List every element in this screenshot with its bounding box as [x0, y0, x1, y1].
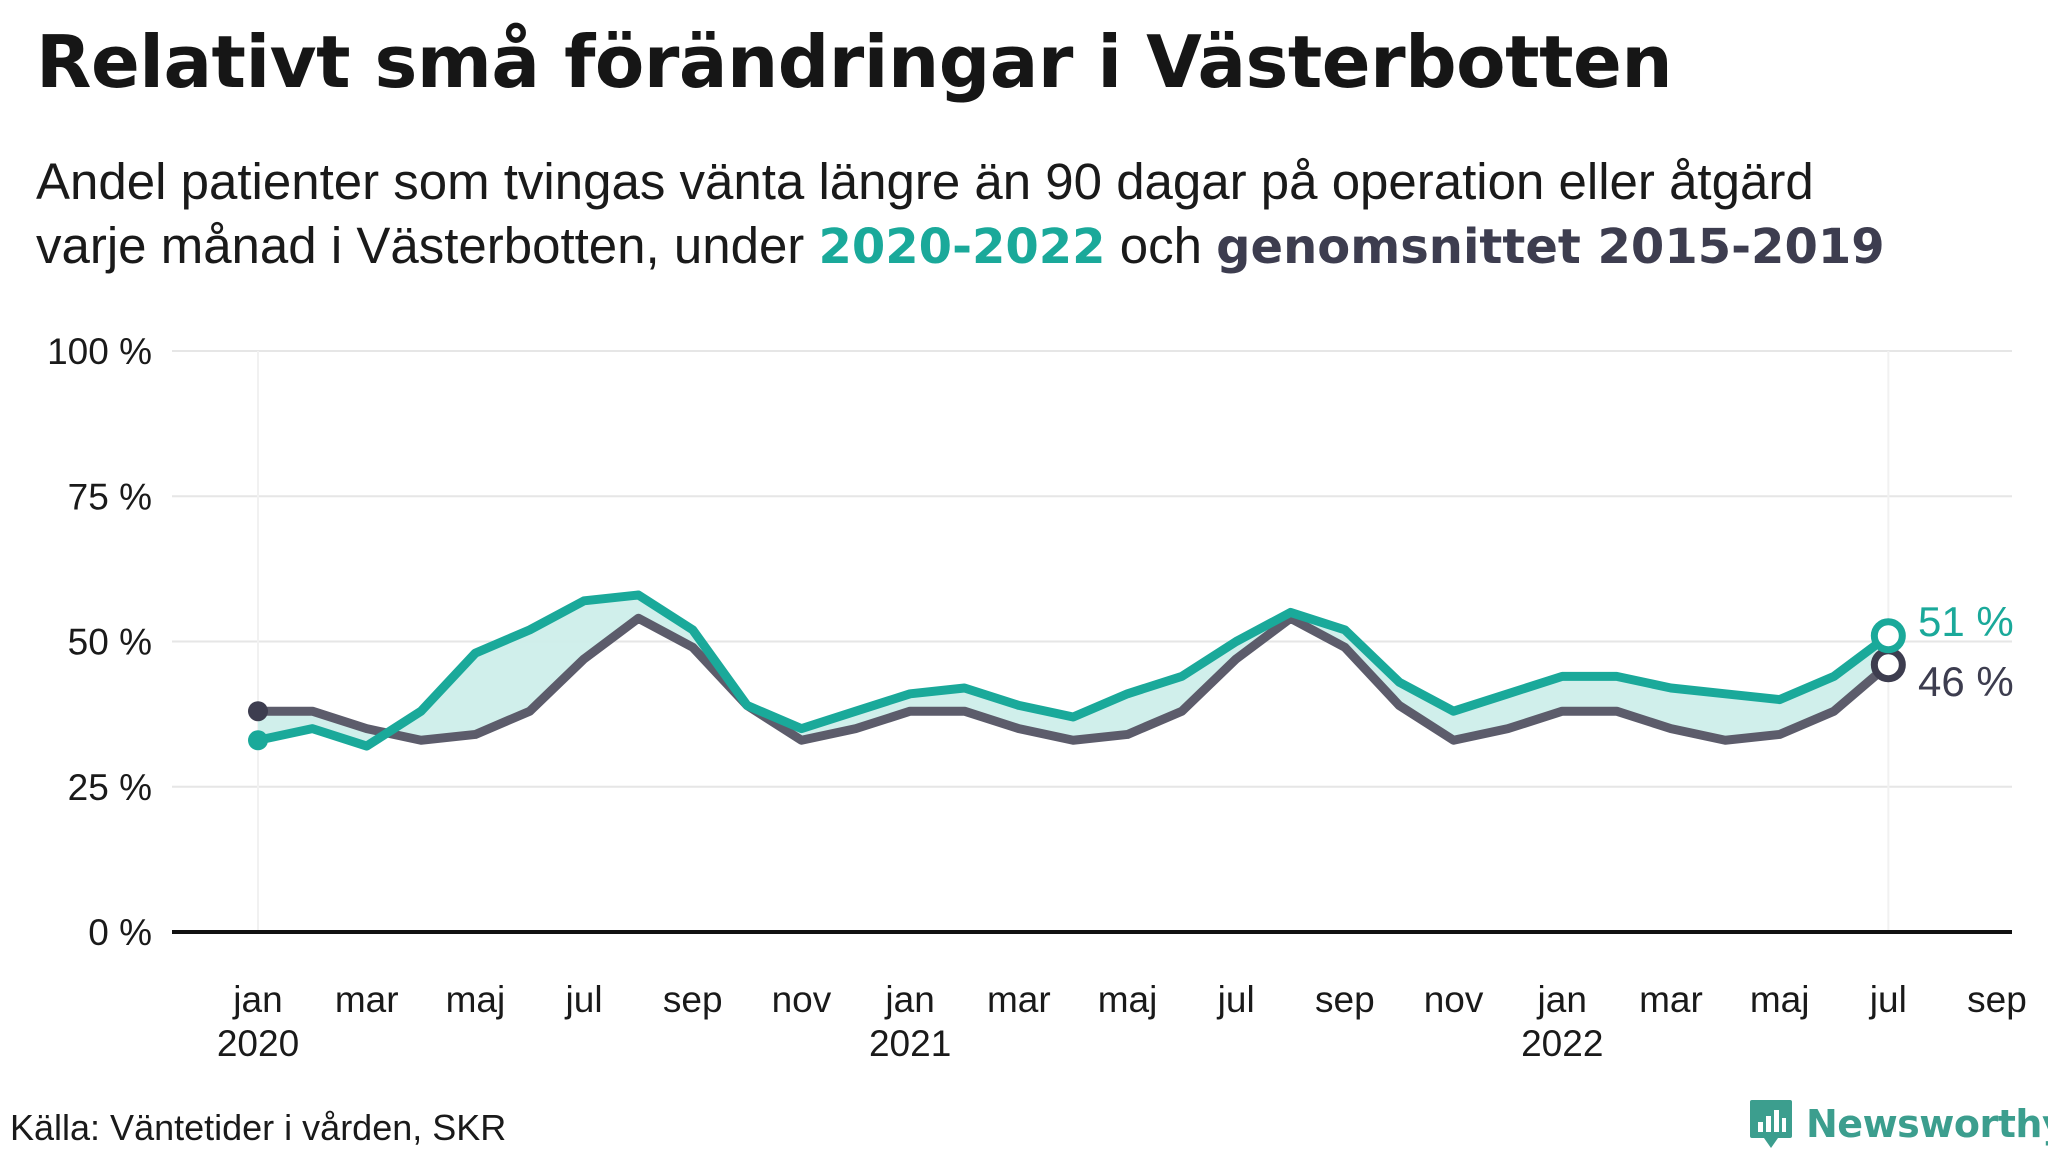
newsworthy-logo-icon	[1750, 1100, 1792, 1148]
difference-area	[258, 595, 1889, 747]
subtitle-line1: Andel patienter som tvingas vänta längre…	[36, 153, 1814, 210]
subtitle-highlight-current: 2020-2022	[818, 219, 1106, 275]
end-label-current: 51 %	[1918, 598, 2014, 645]
x-tick-label: nov	[1424, 979, 1484, 1020]
x-tick-label: maj	[1750, 979, 1810, 1020]
series-line-current	[253, 590, 1893, 751]
subtitle-middle: och	[1105, 217, 1217, 274]
end-point-average	[1870, 647, 1906, 683]
chart-subtitle: Andel patienter som tvingas vänta längre…	[36, 150, 1885, 279]
x-tick-label: mar	[1639, 979, 1703, 1020]
x-tick-label: maj	[446, 979, 506, 1020]
x-tick-label: jul	[565, 979, 603, 1020]
series-lines	[253, 590, 1893, 751]
x-tick-label: nov	[772, 979, 832, 1020]
x-tick-label: sep	[1967, 979, 2027, 1020]
y-tick-label: 25 %	[68, 767, 152, 808]
end-label-average: 46 %	[1918, 658, 2014, 705]
x-tick-label: jul	[1217, 979, 1255, 1020]
x-tick-label: mar	[335, 979, 399, 1020]
x-tick-label: maj	[1098, 979, 1158, 1020]
x-tick-year-label: 2021	[869, 1023, 951, 1064]
x-tick-label: jan	[884, 979, 934, 1020]
x-tick-label: sep	[1315, 979, 1375, 1020]
series-points	[248, 618, 1906, 751]
x-tick-label: mar	[987, 979, 1051, 1020]
end-value-labels: 51 % 46 %	[1918, 598, 2014, 705]
chart-title: Relativt små förändringar i Västerbotten	[36, 20, 1673, 104]
subtitle-highlight-average: genomsnittet 2015-2019	[1216, 219, 1885, 275]
x-tick-year-label: 2022	[1521, 1023, 1603, 1064]
y-tick-label: 100 %	[47, 331, 152, 372]
series-line-average	[253, 613, 1893, 745]
y-tick-label: 75 %	[68, 476, 152, 517]
y-tick-label: 50 %	[68, 622, 152, 663]
end-point-current	[1870, 618, 1906, 654]
brand-logo: Newsworthy	[1748, 1098, 2048, 1150]
subtitle-line2-start: varje månad i Västerbotten, under	[36, 217, 819, 274]
start-point-average	[248, 701, 268, 722]
source-note: Källa: Väntetider i vården, SKR	[10, 1107, 507, 1148]
brand-name: Newsworthy	[1806, 1102, 2048, 1146]
y-axis-labels: 0 % 25 % 50 % 75 % 100 %	[47, 331, 152, 953]
difference-fill	[258, 595, 1889, 747]
gridlines	[172, 350, 2012, 934]
x-tick-year-label: 2020	[217, 1023, 299, 1064]
start-point-current	[248, 730, 268, 751]
x-tick-label: jan	[232, 979, 282, 1020]
y-tick-label: 0 %	[88, 912, 152, 953]
x-tick-label: jan	[1537, 979, 1587, 1020]
x-tick-label: jul	[1869, 979, 1907, 1020]
x-tick-label: sep	[663, 979, 723, 1020]
